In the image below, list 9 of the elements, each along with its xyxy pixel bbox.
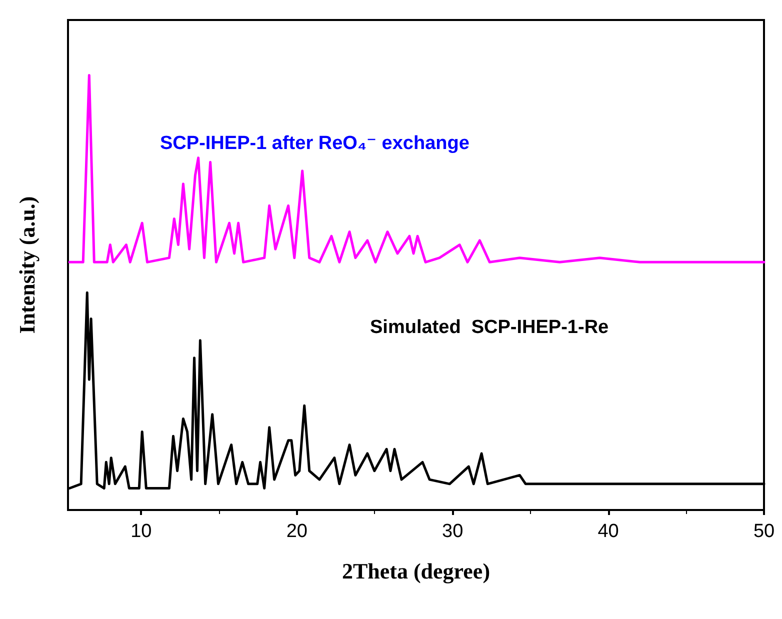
x-axis-title: 2Theta (degree) [342, 558, 490, 584]
x-tick-label: 30 [442, 521, 464, 542]
y-axis-title: Intensity (a.u.) [14, 196, 40, 334]
x-tick-label: 20 [286, 521, 308, 542]
x-tick-label: 40 [598, 521, 619, 542]
x-tick-label: 50 [753, 521, 775, 542]
x-tick-label: 10 [130, 521, 152, 542]
text: Simulated SCP-IHEP-1-Re [370, 317, 609, 338]
series-label: SCP-IHEP-1 after ReO₄⁻ exchange [160, 133, 470, 154]
